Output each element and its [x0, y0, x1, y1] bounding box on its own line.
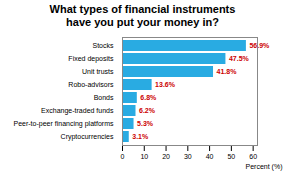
svg-text:3.1%: 3.1%: [132, 134, 149, 141]
svg-text:20: 20: [162, 154, 170, 161]
svg-text:Fixed deposits: Fixed deposits: [68, 56, 114, 64]
svg-text:Exchange-traded funds: Exchange-traded funds: [41, 108, 114, 116]
svg-text:Peer-to-peer financing platfor: Peer-to-peer financing platforms: [14, 121, 114, 129]
svg-text:40: 40: [206, 154, 214, 161]
html-text:What types of financial instru: What types of financial instruments have…: [49, 3, 236, 29]
svg-text:Percent (%): Percent (%): [246, 163, 283, 171]
svg-text:10: 10: [140, 154, 148, 161]
svg-text:6.2%: 6.2%: [139, 108, 156, 115]
svg-text:Robo-advisors: Robo-advisors: [68, 82, 114, 89]
svg-text:Stocks: Stocks: [92, 43, 114, 50]
svg-text:5.3%: 5.3%: [137, 121, 154, 128]
svg-text:6.8%: 6.8%: [140, 95, 157, 102]
svg-text:47.5%: 47.5%: [229, 56, 250, 63]
svg-text:0: 0: [121, 154, 125, 161]
svg-text:Cryptocurrencies: Cryptocurrencies: [61, 134, 114, 142]
svg-text:60: 60: [249, 154, 257, 161]
svg-text:13.6%: 13.6%: [155, 82, 176, 89]
svg-text:41.8%: 41.8%: [217, 69, 238, 76]
svg-text:30: 30: [184, 154, 192, 161]
svg-text:Bonds: Bonds: [94, 95, 114, 102]
svg-text:50: 50: [227, 154, 235, 161]
svg-text:56.9%: 56.9%: [249, 43, 270, 50]
svg-text:Unit trusts: Unit trusts: [82, 69, 114, 76]
